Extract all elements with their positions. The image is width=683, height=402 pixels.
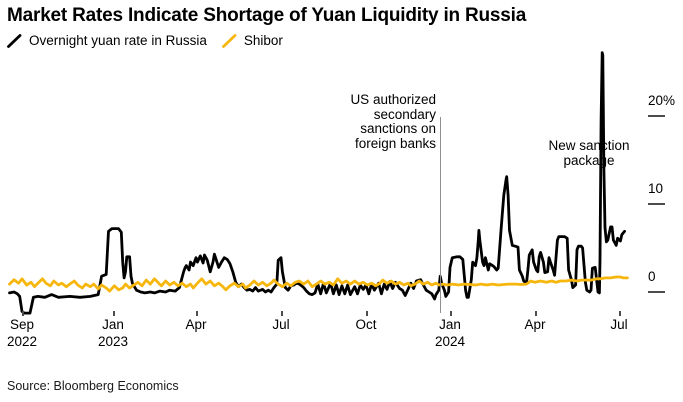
annotation-sanctions: US authorized secondary sanctions on for… xyxy=(350,92,436,151)
x-axis-label-year: 2022 xyxy=(6,334,38,349)
x-axis-tick xyxy=(22,311,24,316)
x-axis-tick xyxy=(619,311,621,316)
x-axis-tick xyxy=(450,311,452,316)
x-axis-label-month: Jul xyxy=(272,317,290,332)
legend-item-shibor: Shibor xyxy=(221,33,283,48)
legend-label: Overnight yuan rate in Russia xyxy=(29,33,207,48)
x-axis-tick xyxy=(366,311,368,316)
x-axis-label-month: Jan xyxy=(439,317,461,332)
annotation-new-sanction-package: New sanction package xyxy=(548,138,630,168)
event-marker-line xyxy=(440,117,442,313)
y-axis-tick xyxy=(648,115,665,117)
x-axis-tick xyxy=(535,311,537,316)
y-axis-label: 20% xyxy=(648,93,676,108)
source-note: Source: Bloomberg Economics xyxy=(7,379,179,393)
y-axis-label: 10 xyxy=(648,181,664,196)
chart-title: Market Rates Indicate Shortage of Yuan L… xyxy=(7,5,527,26)
y-axis-tick xyxy=(648,291,665,293)
x-axis-label-month: Sep xyxy=(9,317,35,332)
x-axis-tick xyxy=(281,311,283,316)
x-axis-label-month: Apr xyxy=(524,317,546,332)
y-axis-label: 0 xyxy=(648,269,656,284)
x-axis-label-month: Oct xyxy=(355,317,377,332)
legend: Overnight yuan rate in Russia Shibor xyxy=(7,33,283,48)
legend-label: Shibor xyxy=(243,33,283,48)
x-axis-tick xyxy=(196,311,198,316)
x-axis-label-month: Apr xyxy=(185,317,207,332)
x-axis-label-month: Jan xyxy=(102,317,124,332)
legend-item-overnight-rate: Overnight yuan rate in Russia xyxy=(7,33,207,48)
x-axis-label-year: 2023 xyxy=(97,334,129,349)
x-axis-tick xyxy=(113,311,115,316)
x-axis-label-month: Jul xyxy=(610,317,628,332)
series-line-overnight-rate xyxy=(8,51,626,315)
series-line-shibor xyxy=(8,275,629,293)
x-axis-label-year: 2024 xyxy=(434,334,466,349)
legend-slash-icon xyxy=(221,33,237,48)
legend-slash-icon xyxy=(7,33,22,48)
y-axis-tick xyxy=(648,203,665,205)
